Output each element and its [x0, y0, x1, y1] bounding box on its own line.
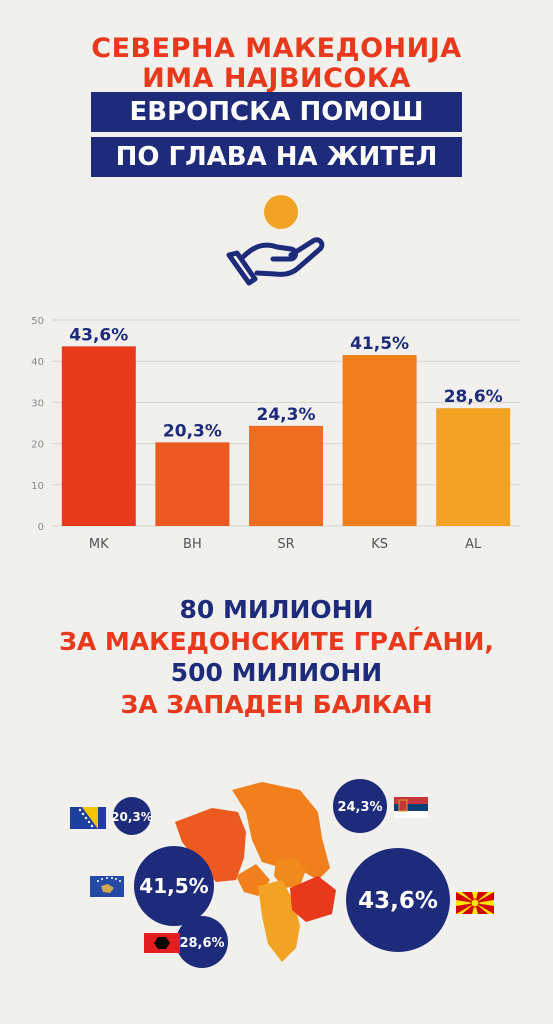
- data-label: 28,6%: [444, 387, 503, 407]
- balkan-map: 20,3% 24,3% 41,5% 43,6% 28,6%: [70, 779, 494, 968]
- data-label: 43,6%: [69, 325, 128, 345]
- flag-albania-icon: [144, 933, 180, 953]
- x-tick-label: MK: [89, 537, 109, 552]
- y-tick-label: 10: [31, 481, 44, 492]
- flag-kosovo-icon: [90, 876, 124, 897]
- bubble-al: [176, 916, 228, 968]
- bar-bh: [155, 442, 230, 526]
- bar-chart: 0 10 20 30 40 50 43,6% MK 20,3% BH 24,3% SR 41,5% KS 2…: [31, 316, 520, 552]
- middle-line-4: ЗА ЗАПАДЕН БАЛКАН: [120, 690, 433, 719]
- data-label: 24,3%: [257, 405, 316, 425]
- bar-mk: [61, 346, 136, 526]
- flag-serbia-icon: [394, 797, 428, 818]
- x-tick-label: AL: [465, 537, 482, 552]
- y-tick-label: 30: [31, 398, 44, 409]
- middle-line-3: 500 МИЛИОНИ: [170, 658, 383, 687]
- data-label: 41,5%: [350, 334, 409, 354]
- map-bosnia: [175, 808, 246, 882]
- y-tick-label: 0: [38, 522, 44, 533]
- bubble-ks: [134, 846, 214, 926]
- bubble-bh: [113, 797, 151, 835]
- bubble-sr: [333, 779, 387, 833]
- x-tick-label: KS: [371, 537, 388, 552]
- y-tick-label: 50: [31, 316, 44, 327]
- bar-al: [436, 408, 511, 526]
- bar-sr: [249, 425, 323, 526]
- title-band-1: ЕВРОПСКА ПОМОШ: [91, 92, 462, 132]
- bubble-mk-label: 43,6%: [358, 888, 438, 914]
- bubble-sr-label: 24,3%: [337, 800, 382, 815]
- bar-ks: [342, 355, 417, 526]
- flag-macedonia-icon: [456, 892, 494, 914]
- bubble-ks-label: 41,5%: [139, 874, 208, 898]
- bubble-bh-label: 20,3%: [111, 810, 153, 824]
- flag-bosnia-icon: [70, 807, 106, 829]
- middle-line-2: ЗА МАКЕДОНСКИТЕ ГРАЃАНИ,: [59, 627, 494, 656]
- data-label: 20,3%: [163, 421, 222, 441]
- bubble-al-label: 28,6%: [179, 936, 224, 951]
- map-albania: [258, 880, 300, 962]
- middle-line-1: 80 МИЛИОНИ: [179, 595, 374, 624]
- x-tick-label: BH: [183, 537, 202, 552]
- title-band-2: ПО ГЛАВА НА ЖИТЕЛ: [91, 137, 462, 177]
- hand-with-coin-icon: [226, 195, 325, 286]
- x-tick-label: SR: [277, 537, 294, 552]
- map-macedonia: [290, 876, 336, 922]
- y-tick-label: 40: [31, 357, 44, 368]
- y-tick-label: 20: [31, 440, 44, 451]
- title-line-2: ИМА НАЈВИСОКА: [142, 63, 411, 94]
- title-line-1: СЕВЕРНА МАКЕДОНИЈА: [91, 33, 462, 64]
- bubble-mk: [346, 848, 450, 952]
- map-serbia: [232, 782, 330, 880]
